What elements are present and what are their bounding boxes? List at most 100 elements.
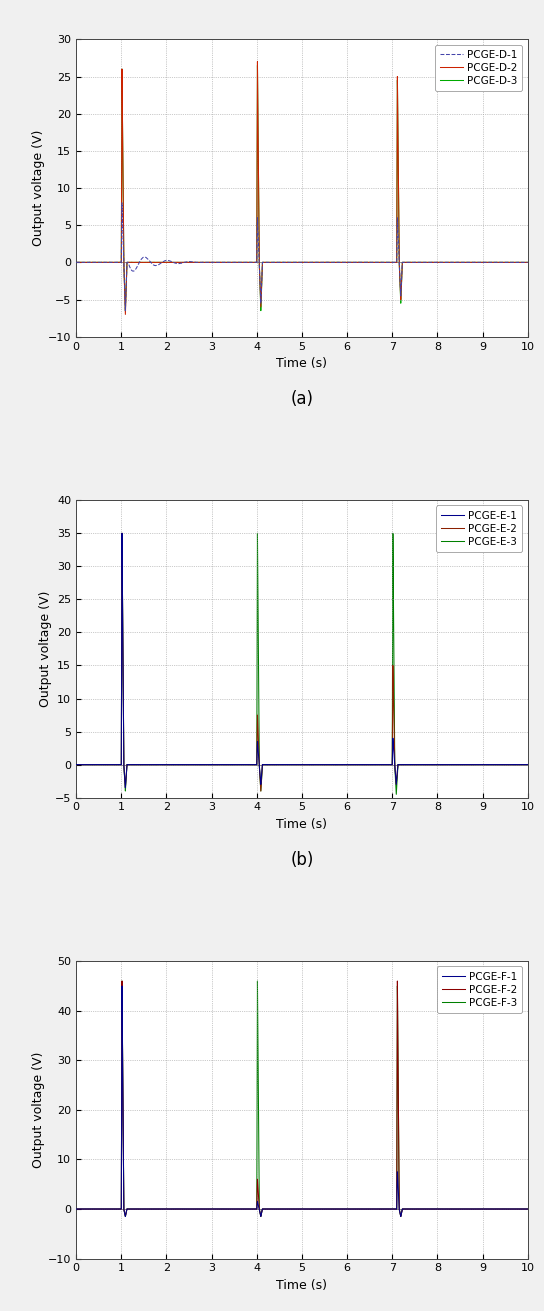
PCGE-D-1 bbox=[122, 303, 128, 319]
PCGE-F-3 bbox=[379, 1201, 385, 1217]
PCGE-E-3 bbox=[119, 526, 125, 541]
Line: PCGE-D-2: PCGE-D-2 bbox=[76, 62, 528, 315]
PCGE-D-3 bbox=[73, 254, 79, 270]
PCGE-D-3 bbox=[524, 254, 531, 270]
PCGE-E-2 bbox=[503, 756, 509, 772]
PCGE-E-1 bbox=[119, 590, 126, 606]
PCGE-F-1 bbox=[503, 1201, 509, 1217]
PCGE-F-2 bbox=[503, 1201, 509, 1217]
PCGE-D-3 bbox=[503, 254, 509, 270]
PCGE-D-1 bbox=[119, 195, 125, 211]
PCGE-F-1 bbox=[162, 1201, 168, 1217]
PCGE-F-1 bbox=[524, 1201, 531, 1217]
PCGE-E-1 bbox=[337, 756, 343, 772]
PCGE-D-1 bbox=[337, 254, 343, 270]
X-axis label: Time (s): Time (s) bbox=[276, 1280, 327, 1291]
PCGE-E-2 bbox=[119, 590, 126, 606]
PCGE-E-1 bbox=[162, 756, 168, 772]
PCGE-E-1 bbox=[524, 756, 531, 772]
PCGE-F-1 bbox=[119, 978, 125, 994]
PCGE-E-2 bbox=[524, 756, 531, 772]
PCGE-F-3 bbox=[503, 1201, 509, 1217]
PCGE-D-3 bbox=[385, 254, 391, 270]
Line: PCGE-E-3: PCGE-E-3 bbox=[76, 534, 528, 794]
Line: PCGE-D-1: PCGE-D-1 bbox=[76, 203, 528, 311]
PCGE-F-2 bbox=[379, 1201, 385, 1217]
PCGE-D-2 bbox=[254, 54, 261, 69]
PCGE-F-2 bbox=[162, 1201, 168, 1217]
Line: PCGE-F-3: PCGE-F-3 bbox=[76, 981, 528, 1217]
PCGE-E-2 bbox=[379, 756, 385, 772]
PCGE-E-3 bbox=[73, 756, 79, 772]
PCGE-E-2 bbox=[337, 756, 343, 772]
Line: PCGE-F-2: PCGE-F-2 bbox=[76, 981, 528, 1217]
PCGE-D-1 bbox=[379, 254, 385, 270]
PCGE-F-2 bbox=[73, 1201, 79, 1217]
PCGE-F-2 bbox=[119, 1037, 126, 1053]
PCGE-E-2 bbox=[257, 783, 264, 798]
PCGE-F-1 bbox=[398, 1209, 404, 1224]
Line: PCGE-F-1: PCGE-F-1 bbox=[76, 986, 528, 1217]
PCGE-D-1 bbox=[119, 211, 126, 227]
PCGE-E-2 bbox=[119, 526, 125, 541]
PCGE-D-2 bbox=[119, 110, 126, 126]
PCGE-D-1 bbox=[73, 254, 79, 270]
Text: (a): (a) bbox=[290, 391, 313, 408]
PCGE-F-2 bbox=[524, 1201, 531, 1217]
PCGE-E-1 bbox=[122, 780, 128, 796]
PCGE-D-1 bbox=[385, 254, 391, 270]
PCGE-E-1 bbox=[73, 756, 79, 772]
PCGE-E-3 bbox=[393, 787, 399, 802]
PCGE-D-2 bbox=[162, 254, 168, 270]
PCGE-D-1 bbox=[162, 253, 168, 269]
PCGE-D-2 bbox=[73, 254, 79, 270]
PCGE-D-3 bbox=[119, 110, 126, 126]
Y-axis label: Output voltage (V): Output voltage (V) bbox=[32, 130, 45, 246]
PCGE-F-1 bbox=[73, 1201, 79, 1217]
PCGE-F-2 bbox=[119, 973, 125, 988]
PCGE-D-2 bbox=[385, 254, 391, 270]
Y-axis label: Output voltage (V): Output voltage (V) bbox=[39, 591, 52, 707]
PCGE-E-1 bbox=[379, 756, 385, 772]
PCGE-E-2 bbox=[162, 756, 168, 772]
Y-axis label: Output voltage (V): Output voltage (V) bbox=[32, 1051, 45, 1168]
PCGE-E-3 bbox=[503, 756, 509, 772]
PCGE-F-3 bbox=[385, 1201, 391, 1217]
X-axis label: Time (s): Time (s) bbox=[276, 357, 327, 370]
PCGE-D-3 bbox=[122, 303, 128, 319]
PCGE-E-2 bbox=[385, 756, 391, 772]
PCGE-F-1 bbox=[119, 1040, 126, 1055]
PCGE-F-3 bbox=[119, 973, 125, 988]
PCGE-E-3 bbox=[385, 756, 391, 772]
PCGE-D-1 bbox=[524, 254, 531, 270]
Legend: PCGE-E-1, PCGE-E-2, PCGE-E-3: PCGE-E-1, PCGE-E-2, PCGE-E-3 bbox=[436, 506, 522, 552]
PCGE-D-3 bbox=[254, 58, 261, 73]
PCGE-F-3 bbox=[119, 1037, 126, 1053]
PCGE-E-3 bbox=[379, 756, 385, 772]
PCGE-D-2 bbox=[524, 254, 531, 270]
PCGE-E-1 bbox=[503, 756, 509, 772]
PCGE-F-1 bbox=[337, 1201, 343, 1217]
Legend: PCGE-D-1, PCGE-D-2, PCGE-D-3: PCGE-D-1, PCGE-D-2, PCGE-D-3 bbox=[435, 45, 522, 92]
PCGE-E-3 bbox=[524, 756, 531, 772]
PCGE-D-2 bbox=[337, 254, 343, 270]
Line: PCGE-E-1: PCGE-E-1 bbox=[76, 534, 528, 788]
Legend: PCGE-F-1, PCGE-F-2, PCGE-F-3: PCGE-F-1, PCGE-F-2, PCGE-F-3 bbox=[437, 966, 522, 1013]
PCGE-D-3 bbox=[379, 254, 385, 270]
PCGE-F-3 bbox=[73, 1201, 79, 1217]
Line: PCGE-D-3: PCGE-D-3 bbox=[76, 66, 528, 311]
PCGE-F-3 bbox=[122, 1209, 128, 1224]
PCGE-E-3 bbox=[337, 756, 343, 772]
PCGE-E-2 bbox=[73, 756, 79, 772]
PCGE-E-3 bbox=[162, 756, 168, 772]
PCGE-D-3 bbox=[162, 254, 168, 270]
PCGE-F-3 bbox=[337, 1201, 343, 1217]
PCGE-E-1 bbox=[385, 756, 391, 772]
PCGE-E-3 bbox=[119, 590, 126, 606]
Line: PCGE-E-2: PCGE-E-2 bbox=[76, 534, 528, 791]
PCGE-F-3 bbox=[162, 1201, 168, 1217]
PCGE-E-1 bbox=[119, 526, 125, 541]
PCGE-D-2 bbox=[379, 254, 385, 270]
PCGE-D-1 bbox=[503, 254, 509, 270]
PCGE-D-2 bbox=[122, 307, 128, 323]
